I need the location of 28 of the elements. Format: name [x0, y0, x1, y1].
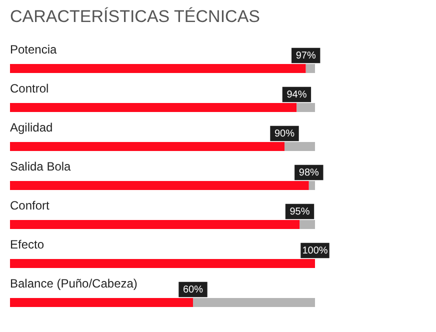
y-tick-label: Salida Bola — [10, 160, 72, 174]
chart-title: CARACTERÍSTICAS TÉCNICAS — [10, 7, 260, 26]
bar — [10, 142, 284, 151]
y-tick-label: Efecto — [10, 238, 44, 252]
y-tick-label: Agilidad — [10, 120, 53, 134]
bar — [306, 64, 315, 73]
data-label: 60% — [182, 284, 204, 296]
bar — [308, 181, 315, 190]
bar — [296, 103, 315, 112]
bar — [10, 181, 309, 190]
data-label: 98% — [298, 168, 320, 178]
bar — [10, 298, 193, 307]
bar — [10, 64, 306, 73]
bar — [10, 220, 300, 229]
bar — [284, 142, 315, 151]
bar — [193, 298, 315, 307]
bar — [10, 103, 297, 112]
data-label: 90% — [274, 128, 295, 140]
data-label: 100% — [302, 246, 328, 256]
y-tick-label: Confort — [10, 198, 50, 212]
data-label: 94% — [286, 90, 307, 100]
bar — [300, 220, 315, 229]
y-tick-label: Control — [10, 82, 49, 96]
y-tick-label: Balance (Puño/Cabeza) — [10, 276, 138, 290]
data-label: 95% — [290, 206, 310, 218]
y-tick-label: Potencia — [10, 42, 58, 56]
data-label: 97% — [296, 50, 316, 62]
bar — [10, 259, 315, 268]
